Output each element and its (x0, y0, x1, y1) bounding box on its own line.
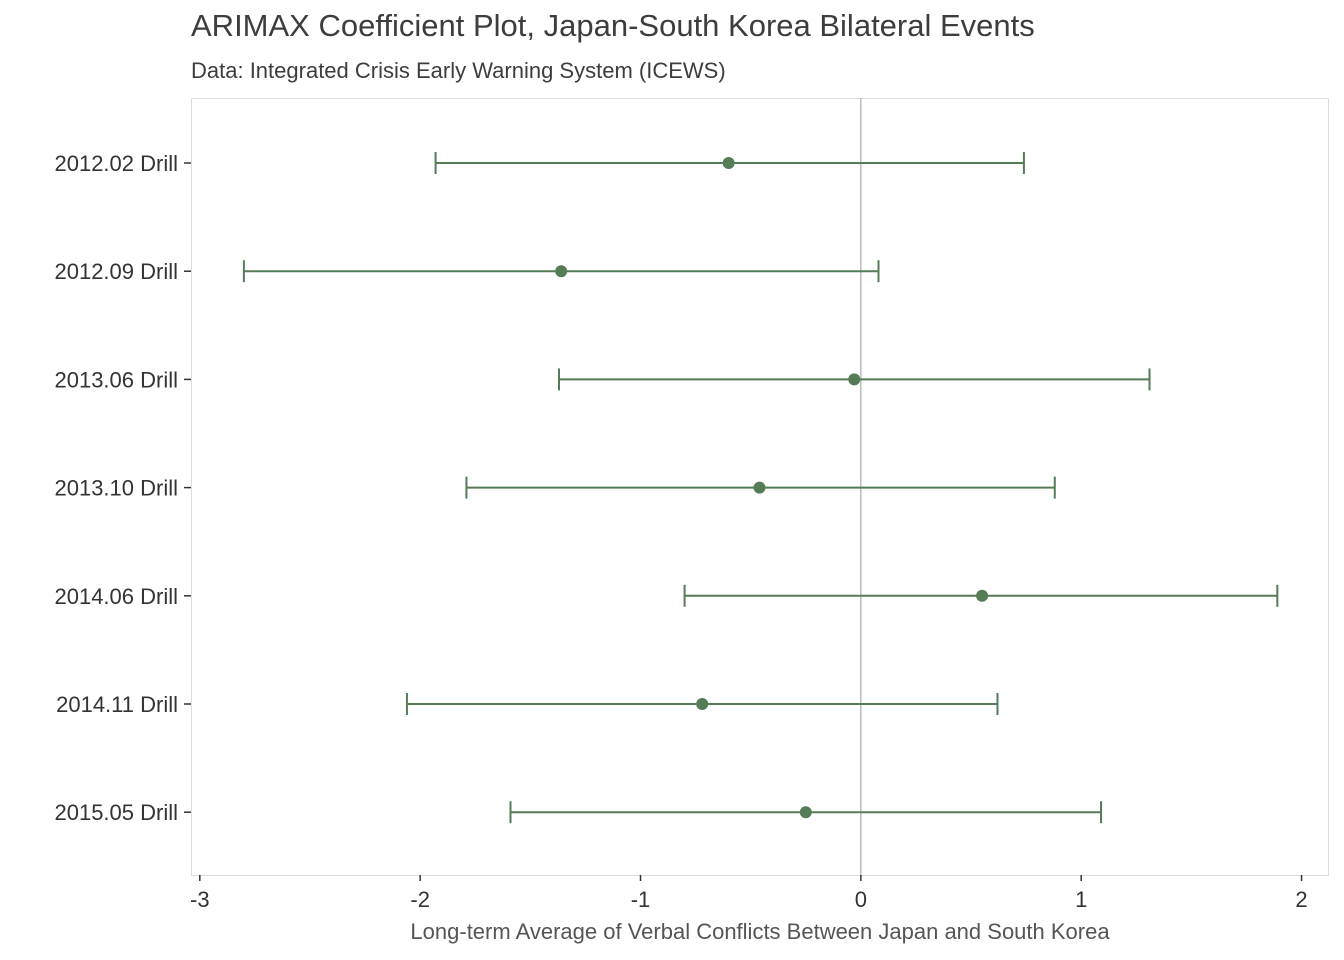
point-estimate (799, 806, 812, 819)
chart-subtitle: Data: Integrated Crisis Early Warning Sy… (191, 58, 726, 83)
point-estimate (696, 698, 709, 710)
chart-title: ARIMAX Coefficient Plot, Japan-South Kor… (191, 8, 1035, 43)
point-estimate (976, 589, 989, 602)
x-tick-label: -1 (631, 887, 651, 912)
x-axis-title: Long-term Average of Verbal Conflicts Be… (410, 919, 1110, 944)
y-tick-label: 2015.05 Drill (54, 800, 178, 825)
x-tick-label: 0 (855, 887, 867, 912)
y-tick-label: 2013.06 Drill (54, 367, 178, 392)
point-estimate (753, 481, 766, 494)
x-tick-label: 1 (1075, 887, 1087, 912)
x-tick-label: -3 (190, 887, 210, 912)
point-estimate (555, 265, 568, 278)
y-tick-label: 2012.09 Drill (54, 259, 178, 284)
y-tick-label: 2014.11 Drill (56, 692, 178, 717)
y-tick-label: 2013.10 Drill (54, 476, 178, 501)
x-tick-label: 2 (1295, 887, 1307, 912)
chart-marks: -3 -2 -1 0 1 2 2012.02 Drill 2012.09 Drill 2013.… (54, 98, 1308, 912)
y-tick-label: 2012.02 Drill (54, 151, 178, 176)
y-tick-label: 2014.06 Drill (54, 584, 178, 609)
x-tick-label: -2 (410, 887, 430, 912)
point-estimate (848, 373, 861, 386)
point-estimate (722, 157, 735, 169)
